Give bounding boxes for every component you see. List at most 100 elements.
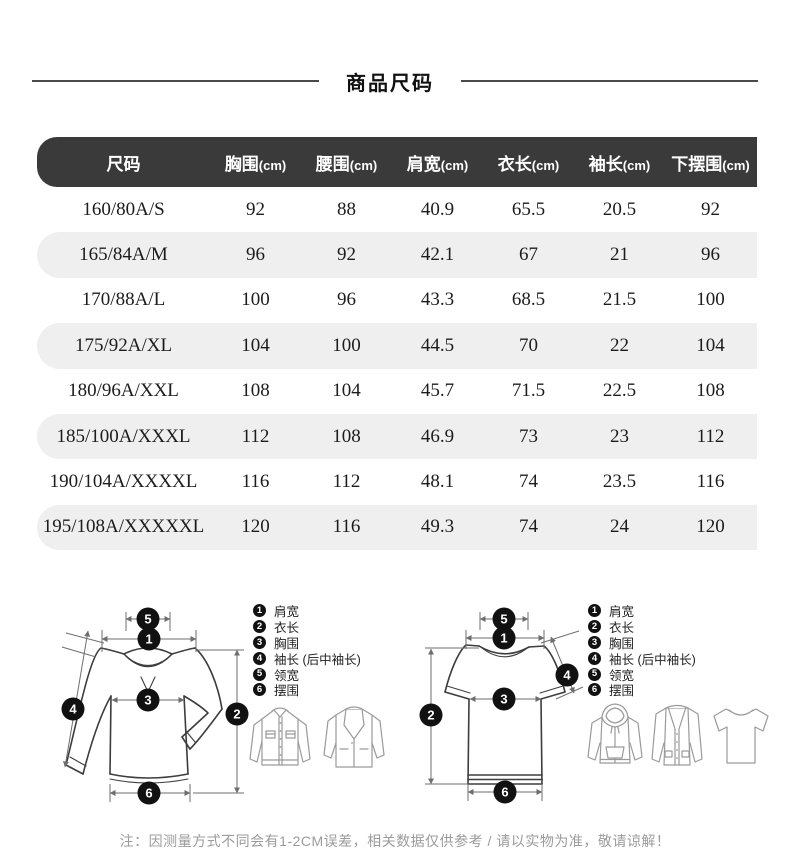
sweatshirt-drawing: [65, 647, 223, 784]
legend-item: 5 领宽: [588, 666, 733, 683]
marker-6: 6: [145, 786, 152, 801]
legend-label: 袖长 (后中袖长): [609, 652, 696, 667]
legend-number-badge: 1: [588, 604, 601, 618]
legend-label: 衣长: [609, 621, 635, 636]
table-row: 160/80A/S 92 88 40.9 65.5 20.5 92: [37, 187, 757, 232]
column-header-size: 尺码: [106, 154, 141, 174]
legend-label: 摆围: [274, 684, 300, 699]
table-row: 165/84A/M 96 92 42.1 67 21 96: [37, 232, 757, 278]
value-cell: 23.5: [602, 471, 637, 493]
legend-item: 1 肩宽: [253, 603, 398, 619]
legend-item: 4 袖长 (后中袖长): [253, 650, 398, 667]
value-cell: 74: [519, 471, 538, 493]
legend-number-badge: 6: [253, 683, 266, 697]
legend-number-badge: 2: [253, 620, 266, 634]
size-cell: 160/80A/S: [82, 198, 165, 220]
column-header-length: 衣长(cm): [497, 154, 560, 174]
value-cell: 100: [332, 334, 361, 356]
value-cell: 43.3: [420, 289, 455, 311]
value-cell: 20.5: [602, 198, 637, 220]
value-cell: 40.9: [420, 198, 455, 220]
value-cell: 108: [332, 425, 361, 447]
column-header-chest: 胸围(cm): [224, 154, 287, 174]
value-cell: 104: [332, 380, 361, 402]
legend-label: 胸围: [609, 637, 635, 651]
blazer-icon: [323, 706, 385, 768]
marker-5: 5: [144, 612, 151, 627]
sweatshirt-measurement-diagram: 5 1 3 4 2 6: [61, 607, 249, 805]
tshirt-drawing: [444, 644, 566, 785]
legend-label: 肩宽: [274, 605, 300, 620]
size-table-body: 160/80A/S 92 88 40.9 65.5 20.5 92 165/84A/M 96 92…: [37, 187, 757, 551]
size-cell: 180/96A/XXL: [68, 380, 179, 402]
legend-number-badge: 5: [588, 667, 601, 681]
value-cell: 92: [701, 198, 720, 220]
page-title-row: 商品尺码: [0, 62, 790, 100]
value-cell: 104: [696, 334, 725, 356]
marker-3: 3: [500, 692, 507, 707]
value-cell: 96: [701, 244, 720, 266]
legend-item: 5 领宽: [253, 666, 398, 683]
marker-4: 4: [563, 668, 571, 683]
sweatshirt-marker-badges: 5 1 3 4 2 6: [61, 607, 249, 805]
value-cell: 42.1: [420, 244, 455, 266]
value-cell: 46.9: [420, 425, 455, 447]
value-cell: 88: [337, 198, 356, 220]
legend-number-badge: 6: [588, 683, 601, 697]
value-cell: 73: [519, 425, 538, 447]
value-cell: 92: [337, 244, 356, 266]
marker-5: 5: [500, 612, 507, 627]
table-row: 185/100A/XXXL 112 108 46.9 73 23 112: [37, 413, 757, 460]
legend-number-badge: 1: [253, 604, 266, 618]
value-cell: 45.7: [420, 380, 455, 402]
legend-item: 6 摆围: [253, 682, 398, 698]
value-cell: 92: [246, 198, 265, 220]
value-cell: 96: [337, 289, 356, 311]
marker-2: 2: [427, 708, 434, 723]
size-cell: 175/92A/XL: [74, 334, 173, 356]
table-row: 180/96A/XXL 108 104 45.7 71.5 22.5 108: [37, 369, 757, 414]
value-cell: 120: [241, 516, 270, 538]
table-row: 170/88A/L 100 96 43.3 68.5 21.5 100: [37, 278, 757, 323]
marker-1: 1: [145, 632, 152, 647]
size-cell: 190/104A/XXXXL: [49, 471, 198, 493]
value-cell: 21: [610, 244, 629, 266]
value-cell: 74: [519, 516, 538, 538]
value-cell: 100: [241, 289, 270, 311]
value-cell: 112: [332, 471, 361, 493]
legend-item: 2 衣长: [588, 619, 733, 635]
legend-number-badge: 3: [253, 635, 266, 649]
legend-number-badge: 4: [588, 651, 601, 665]
value-cell: 108: [241, 380, 270, 402]
legend-item: 2 衣长: [253, 619, 398, 635]
value-cell: 44.5: [420, 334, 455, 356]
column-header-sleeve: 袖长(cm): [588, 154, 651, 174]
legend-item: 3 胸围: [588, 635, 733, 651]
size-cell: 165/84A/M: [79, 244, 168, 266]
value-cell: 70: [519, 334, 538, 356]
column-header-hem: 下摆围(cm): [671, 154, 750, 174]
legend-label: 肩宽: [609, 605, 635, 620]
value-cell: 96: [246, 244, 265, 266]
value-cell: 49.3: [420, 516, 455, 538]
legend-label: 袖长 (后中袖长): [274, 652, 361, 667]
legend-item: 4 袖长 (后中袖长): [588, 650, 733, 667]
title-divider-right: [461, 80, 758, 82]
legend-right: 1 肩宽 2 衣长 3 胸围 4 袖长 (后中袖长) 5 领宽 6 摆围: [588, 603, 733, 698]
value-cell: 21.5: [602, 289, 637, 311]
legend-label: 领宽: [274, 668, 300, 683]
legend-item: 1 肩宽: [588, 603, 733, 619]
table-row: 195/108A/XXXXXL 120 116 49.3 74 24 120: [37, 504, 757, 551]
legend-left: 1 肩宽 2 衣长 3 胸围 4 袖长 (后中袖长) 5 领宽 6 摆围: [253, 603, 398, 698]
value-cell: 104: [241, 334, 270, 356]
legend-item: 3 胸围: [253, 635, 398, 651]
marker-1: 1: [500, 631, 507, 646]
legend-number-badge: 5: [253, 667, 266, 681]
garment-icons-left: [249, 706, 385, 768]
column-header-waist: 腰围(cm): [315, 154, 378, 174]
value-cell: 68.5: [511, 289, 546, 311]
marker-3: 3: [144, 693, 151, 708]
tshirt-marker-badges: 5 1 2 3 4 6: [419, 607, 579, 804]
legend-number-badge: 4: [253, 651, 266, 665]
